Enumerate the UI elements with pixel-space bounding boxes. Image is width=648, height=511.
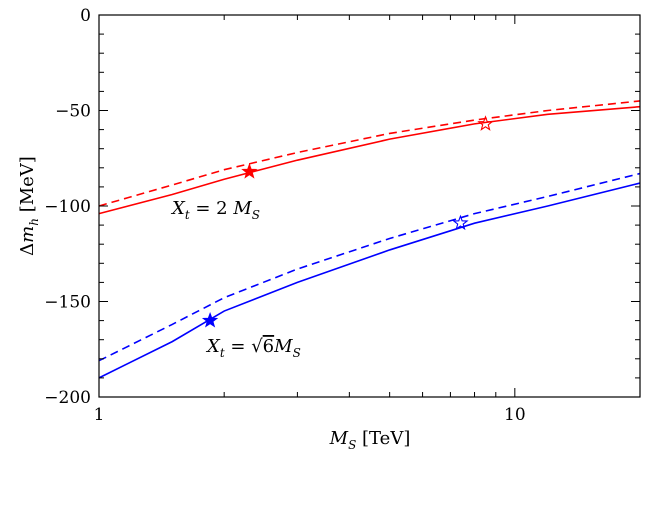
star-marker-0 xyxy=(241,163,258,179)
series-layer xyxy=(98,100,641,379)
series-line-0 xyxy=(98,105,641,215)
y-tick-label: −50 xyxy=(55,102,91,122)
y-tick-label: −150 xyxy=(44,293,91,313)
series-line-3 xyxy=(98,172,641,362)
annotation-red: Xt = 2 MS xyxy=(170,198,260,222)
y-tick-label: −100 xyxy=(44,197,91,217)
x-tick-label: 10 xyxy=(504,405,526,425)
star-marker-3 xyxy=(452,214,469,231)
y-tick-label: 0 xyxy=(80,6,91,26)
star-marker-1 xyxy=(477,115,494,131)
x-axis-label: MS [TeV] xyxy=(329,428,411,452)
y-tick-label: −200 xyxy=(44,388,91,408)
y-axis-label: Δmh [MeV] xyxy=(17,156,41,256)
marker-layer xyxy=(201,115,494,328)
series-line-2 xyxy=(98,182,641,379)
star-marker-2 xyxy=(201,312,219,328)
x-tick-label: 1 xyxy=(94,405,105,425)
series-line-1 xyxy=(98,100,641,207)
annotation-blue: Xt = √6MS xyxy=(205,336,301,360)
